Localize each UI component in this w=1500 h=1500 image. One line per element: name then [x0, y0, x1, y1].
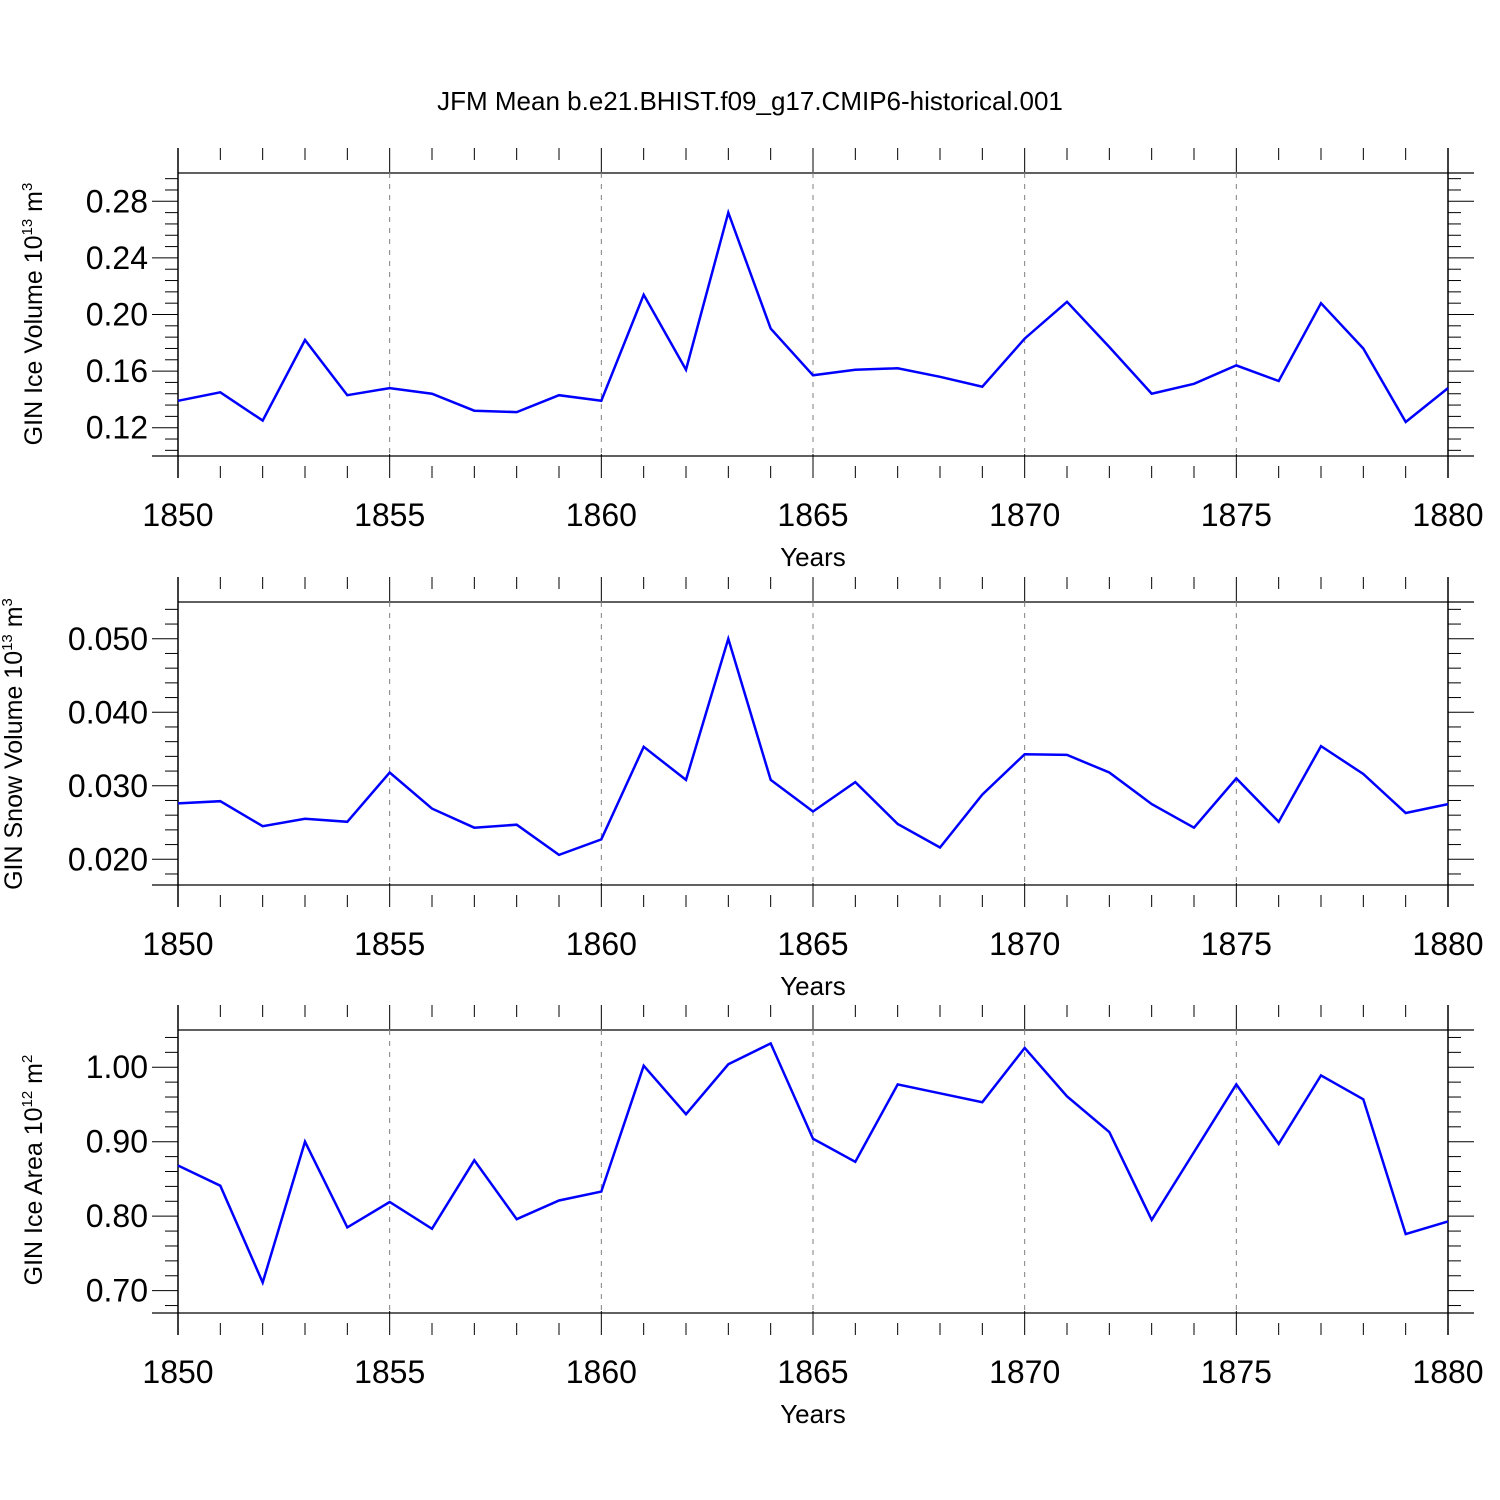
y-tick-label: 0.040	[68, 694, 148, 730]
x-tick-label: 1860	[566, 926, 637, 962]
series-line	[177, 1041, 1449, 1287]
series-line	[177, 634, 1449, 857]
x-tick-label: 1880	[1412, 1354, 1483, 1390]
y-axis-title: GIN Snow Volume 1013 m3	[0, 598, 28, 890]
x-tick-label: 1870	[989, 497, 1060, 533]
x-axis-title: Years	[780, 1399, 846, 1429]
x-tick-label: 1865	[777, 497, 848, 533]
chart-panel-1: 0.12 0.16 0.20 0.24 0.28 1850 1855 1860 1865 1870…	[19, 148, 1484, 572]
chart-panel-3: 0.70 0.80 0.90 1.00 1850 1855 1860 1865 1870 1875…	[19, 1005, 1484, 1429]
x-tick-label: 1880	[1412, 497, 1483, 533]
chart-panel-2: 0.020 0.030 0.040 0.050 1850 1855 1860 1865 1870…	[0, 577, 1484, 1001]
figure-title: JFM Mean b.e21.BHIST.f09_g17.CMIP6-histo…	[437, 86, 1063, 116]
x-tick-label: 1855	[354, 926, 425, 962]
y-tick-label: 0.20	[86, 297, 148, 333]
y-tick-label: 0.70	[86, 1273, 148, 1309]
y-tick-label: 0.050	[68, 621, 148, 657]
x-tick-label: 1850	[142, 1354, 213, 1390]
x-tick-label: 1875	[1201, 1354, 1272, 1390]
y-tick-label: 0.020	[68, 841, 148, 877]
y-tick-label: 0.28	[86, 183, 148, 219]
panels: 0.12 0.16 0.20 0.24 0.28 1850 1855 1860 1865 1870…	[0, 148, 1484, 1429]
y-tick-label: 0.16	[86, 353, 148, 389]
x-tick-label: 1875	[1201, 497, 1272, 533]
x-tick-label: 1865	[777, 926, 848, 962]
x-tick-label: 1860	[566, 1354, 637, 1390]
x-tick-label: 1855	[354, 497, 425, 533]
y-tick-label: 1.00	[86, 1049, 148, 1085]
y-tick-label: 0.12	[86, 410, 148, 446]
x-tick-label: 1850	[142, 926, 213, 962]
y-tick-label: 0.24	[86, 240, 148, 276]
x-tick-label: 1870	[989, 926, 1060, 962]
y-axis-title: GIN Ice Area 1012 m2	[19, 1055, 48, 1286]
y-axis-title: GIN Ice Volume 1013 m3	[19, 183, 48, 446]
x-tick-label: 1880	[1412, 926, 1483, 962]
x-tick-label: 1865	[777, 1354, 848, 1390]
y-tick-label: 0.90	[86, 1124, 148, 1160]
y-tick-label: 0.80	[86, 1198, 148, 1234]
x-axis-title: Years	[780, 971, 846, 1001]
series-line	[177, 208, 1449, 424]
x-tick-label: 1870	[989, 1354, 1060, 1390]
x-tick-label: 1860	[566, 497, 637, 533]
x-tick-label: 1855	[354, 1354, 425, 1390]
x-tick-label: 1875	[1201, 926, 1272, 962]
x-tick-label: 1850	[142, 497, 213, 533]
y-tick-label: 0.030	[68, 768, 148, 804]
x-axis-title: Years	[780, 542, 846, 572]
